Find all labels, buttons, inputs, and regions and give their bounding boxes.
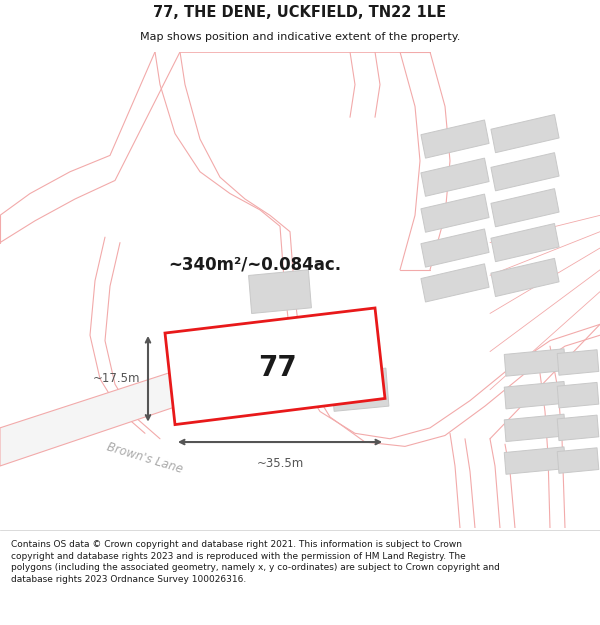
Polygon shape — [557, 350, 599, 375]
Polygon shape — [491, 258, 559, 296]
Polygon shape — [504, 414, 566, 442]
Text: Map shows position and indicative extent of the property.: Map shows position and indicative extent… — [140, 32, 460, 43]
Polygon shape — [421, 229, 489, 267]
Polygon shape — [557, 448, 599, 473]
Polygon shape — [421, 264, 489, 302]
Text: 77, THE DENE, UCKFIELD, TN22 1LE: 77, THE DENE, UCKFIELD, TN22 1LE — [154, 6, 446, 21]
Text: ~340m²/~0.084ac.: ~340m²/~0.084ac. — [169, 256, 341, 273]
Text: ~17.5m: ~17.5m — [92, 372, 140, 386]
Polygon shape — [557, 415, 599, 441]
Polygon shape — [557, 382, 599, 408]
Polygon shape — [504, 349, 566, 376]
Polygon shape — [421, 194, 489, 232]
Polygon shape — [491, 152, 559, 191]
Polygon shape — [421, 120, 489, 158]
Polygon shape — [491, 224, 559, 262]
Polygon shape — [491, 189, 559, 227]
Text: ~35.5m: ~35.5m — [256, 458, 304, 470]
Polygon shape — [491, 114, 559, 152]
Polygon shape — [504, 381, 566, 409]
Polygon shape — [248, 270, 311, 314]
Polygon shape — [0, 319, 355, 466]
Text: 77: 77 — [259, 354, 298, 382]
Text: Contains OS data © Crown copyright and database right 2021. This information is : Contains OS data © Crown copyright and d… — [11, 540, 500, 584]
Text: Brown's Lane: Brown's Lane — [106, 441, 185, 476]
Polygon shape — [165, 308, 385, 424]
Polygon shape — [331, 368, 389, 411]
Polygon shape — [421, 158, 489, 196]
Polygon shape — [261, 336, 319, 379]
Polygon shape — [504, 447, 566, 474]
